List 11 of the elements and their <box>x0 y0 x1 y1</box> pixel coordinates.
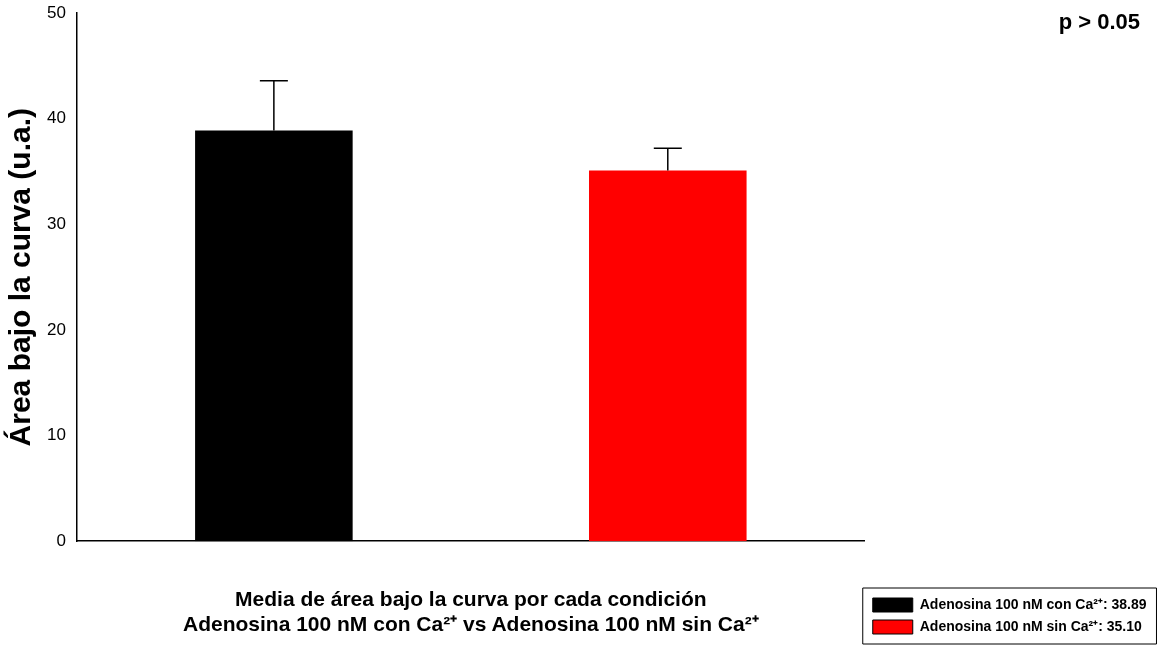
y-tick-label: 50 <box>46 2 66 22</box>
y-tick-label: 10 <box>46 425 66 445</box>
legend-label: Adenosina 100 nM sin Ca²⁺: 35.10 <box>919 617 1143 634</box>
y-tick-label: 0 <box>56 530 66 550</box>
x-axis-title: Media de área bajo la curva por cada condición Adenosina 100 nM con Ca²⁺ vs Adenosina 100 nM sin Ca²⁺ <box>182 587 759 636</box>
y-axis-title: Área bajo la curva (u.a.) <box>3 107 37 447</box>
text: p > 0.05 <box>1058 9 1140 35</box>
legend-label: Adenosina 100 nM con Ca²⁺: 38.89 <box>919 595 1147 612</box>
y-tick-label: 30 <box>46 214 66 234</box>
y-tick-label: 40 <box>46 108 66 128</box>
y-tick-label: 20 <box>46 319 66 339</box>
